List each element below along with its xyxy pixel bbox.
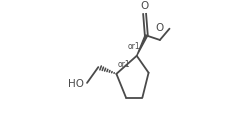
Text: O: O — [156, 23, 164, 33]
Text: or1: or1 — [118, 60, 131, 69]
Text: O: O — [141, 1, 149, 11]
Text: HO: HO — [68, 79, 84, 89]
Polygon shape — [137, 35, 147, 56]
Text: or1: or1 — [127, 42, 140, 51]
